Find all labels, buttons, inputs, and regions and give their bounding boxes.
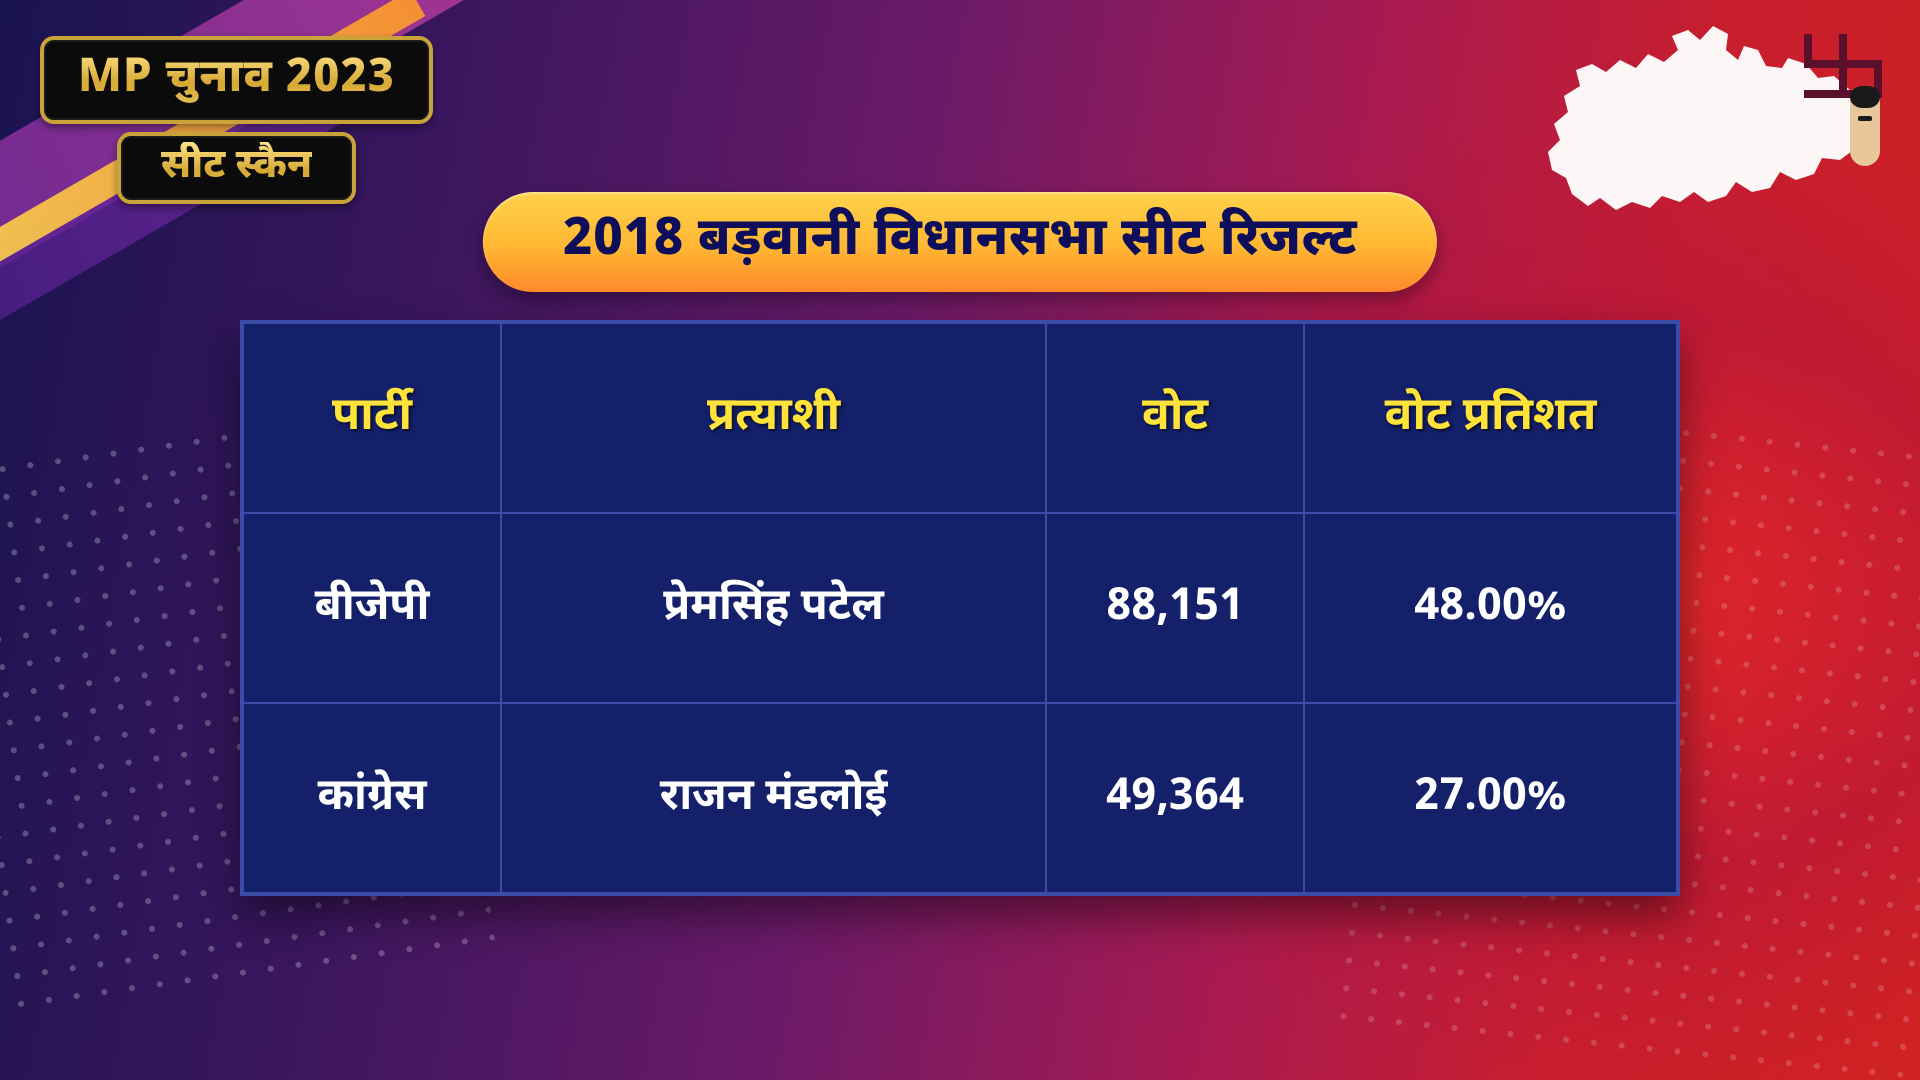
- cell-votes: 88,151: [1046, 513, 1304, 703]
- table-row: बीजेपी प्रेमसिंह पटेल 88,151 48.00%: [243, 513, 1677, 703]
- th-party: पार्टी: [243, 323, 501, 513]
- election-infographic: MP चुनाव 2023 सीट स्कैन: [0, 0, 1920, 1080]
- badge-main-text: MP चुनाव 2023: [78, 50, 395, 110]
- results-table: पार्टी प्रत्याशी वोट वोट प्रतिशत बीजेपी …: [242, 322, 1678, 894]
- title-pill: 2018 बड़वानी विधानसभा सीट रिजल्ट: [483, 192, 1437, 292]
- results-table-panel: पार्टी प्रत्याशी वोट वोट प्रतिशत बीजेपी …: [240, 320, 1680, 896]
- cell-party: बीजेपी: [243, 513, 501, 703]
- cell-votes: 49,364: [1046, 703, 1304, 893]
- cell-pct: 27.00%: [1304, 703, 1677, 893]
- badge-sub: सीट स्कैन: [117, 132, 356, 204]
- th-pct: वोट प्रतिशत: [1304, 323, 1677, 513]
- badge-main: MP चुनाव 2023: [40, 36, 433, 124]
- vote-mark-icon: [1788, 34, 1898, 181]
- table-row: कांग्रेस राजन मंडलोई 49,364 27.00%: [243, 703, 1677, 893]
- table-header-row: पार्टी प्रत्याशी वोट वोट प्रतिशत: [243, 323, 1677, 513]
- badge-sub-text: सीट स्कैन: [161, 142, 312, 194]
- th-candidate: प्रत्याशी: [501, 323, 1046, 513]
- header-badges: MP चुनाव 2023 सीट स्कैन: [40, 36, 433, 204]
- cell-candidate: राजन मंडलोई: [501, 703, 1046, 893]
- cell-candidate: प्रेमसिंह पटेल: [501, 513, 1046, 703]
- cell-pct: 48.00%: [1304, 513, 1677, 703]
- th-votes: वोट: [1046, 323, 1304, 513]
- cell-party: कांग्रेस: [243, 703, 501, 893]
- title-text: 2018 बड़वानी विधानसभा सीट रिजल्ट: [563, 208, 1357, 276]
